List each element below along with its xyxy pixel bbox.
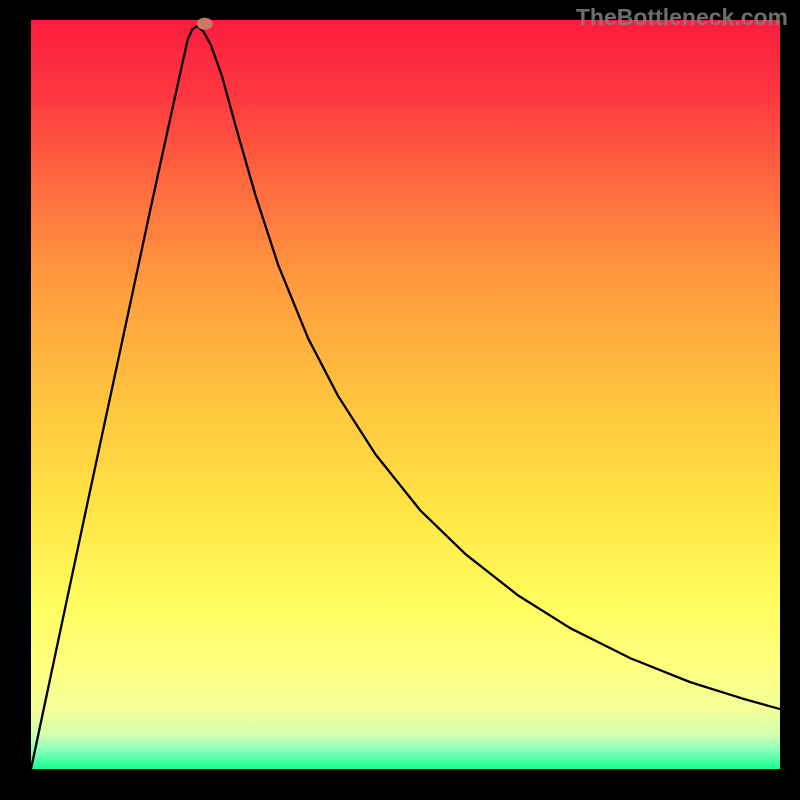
plot-background-gradient: [31, 20, 780, 769]
watermark-text: TheBottleneck.com: [576, 4, 788, 31]
optimum-marker: [197, 18, 213, 30]
chart-container: TheBottleneck.com: [0, 0, 800, 800]
bottleneck-chart: [0, 0, 800, 800]
